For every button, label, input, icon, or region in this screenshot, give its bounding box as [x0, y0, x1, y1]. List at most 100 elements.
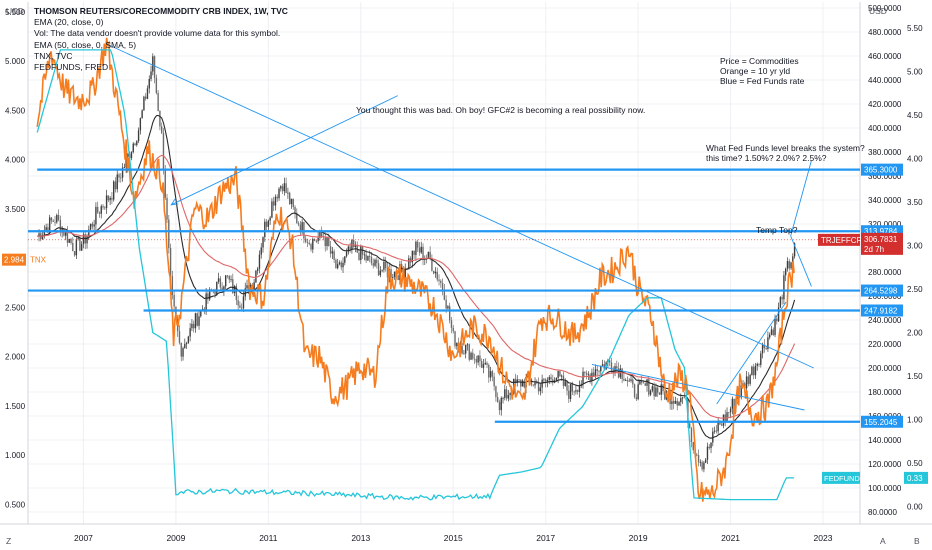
crb-candle-body: [696, 454, 698, 456]
legend-volume[interactable]: Vol: The data vendor doesn't provide vol…: [34, 28, 281, 39]
auto-scale-button[interactable]: A: [880, 536, 886, 546]
crb-candle-body: [655, 387, 657, 397]
crb-candle-body: [342, 262, 344, 268]
crb-candle-body: [41, 235, 44, 239]
fed-question-annotation[interactable]: What Fed Funds level breaks the system?: [706, 143, 865, 153]
legend-note-orange[interactable]: Orange = 10 yr yld: [720, 66, 791, 76]
crb-candle-body: [379, 270, 382, 276]
gfc-annotation[interactable]: You thought this was bad. Oh boy! GFC#2 …: [356, 105, 646, 115]
crb-candle-body: [502, 397, 504, 399]
crb-candle-body: [728, 412, 730, 414]
up-scenario-arrow: [790, 160, 812, 237]
legend-tnx[interactable]: TNX, TVC: [34, 50, 73, 61]
legend-ema20[interactable]: EMA (20, close, 0): [34, 17, 104, 28]
crb-candle-body: [80, 244, 83, 251]
crb-candle-body: [166, 197, 168, 220]
crb-candle-body: [537, 383, 540, 392]
crb-candle-body: [745, 376, 748, 389]
crb-candle-body: [328, 237, 330, 247]
crb-candle-body: [223, 286, 225, 290]
crb-candle-body: [260, 247, 262, 255]
crb-candle-body: [374, 259, 376, 266]
crb-candle-body: [584, 371, 586, 373]
fed-question-annotation-2[interactable]: this time? 1.50%? 2.0%? 2.5%?: [706, 153, 827, 163]
crb-candle-body: [788, 261, 790, 269]
crb-candle-body: [772, 329, 774, 336]
crb-candle-body: [443, 289, 446, 300]
crb-candle-body: [267, 220, 270, 227]
crb-candle-body: [408, 258, 410, 270]
crb-candle-body: [752, 366, 755, 376]
crb-candle-body: [628, 380, 630, 382]
price-axis-tick: 340.0000: [868, 196, 902, 205]
price-axis-tick: 460.0000: [868, 52, 902, 61]
crb-candle-body: [152, 56, 154, 72]
left-axis-tick: 5.000: [5, 57, 26, 66]
crb-candle-body: [114, 181, 117, 190]
crb-candle-body: [155, 77, 158, 94]
fed-axis-tick: 1.00: [907, 416, 923, 425]
short-trendline: [591, 363, 805, 411]
crb-candle-body: [232, 279, 234, 294]
crb-candle-body: [168, 219, 170, 248]
crb-candle-body: [292, 198, 294, 207]
legend-note-blue[interactable]: Blue = Fed Funds rate: [720, 76, 805, 86]
crb-candle-body: [751, 366, 753, 375]
crb-candle-body: [315, 241, 318, 242]
crb-candle-body: [637, 384, 639, 400]
fed-axis-tick: 1.50: [907, 372, 923, 381]
crb-candle-body: [338, 262, 341, 265]
crb-candle-body: [672, 400, 675, 404]
crb-candle-body: [688, 423, 691, 429]
temp-top-annotation[interactable]: Temp Top?: [756, 225, 798, 235]
crb-candle-body: [320, 230, 323, 237]
price-axis-tick: 360.0000: [868, 172, 902, 181]
crb-candle-body: [180, 342, 182, 357]
crb-candle-body: [72, 243, 74, 252]
crb-candle-body: [317, 237, 319, 242]
crb-candle-body: [258, 254, 261, 269]
crb-candle-body: [367, 255, 369, 261]
crb-candle-body: [59, 219, 62, 233]
zoom-z-button[interactable]: Z: [6, 536, 12, 546]
crb-candle-body: [523, 380, 526, 388]
gfc-arrow-head: [170, 198, 179, 206]
crb-candle-body: [623, 378, 625, 381]
tnx-value-label: 2.984: [4, 256, 25, 265]
crb-candle-body: [475, 359, 478, 363]
crb-candle-body: [560, 375, 563, 377]
crb-candle-body: [491, 371, 494, 377]
crb-candle-body: [477, 355, 479, 363]
level-price-tag: [861, 304, 903, 317]
crb-candle-body: [441, 282, 444, 290]
crb-candle-body: [299, 224, 302, 233]
crb-candle-body: [207, 293, 209, 300]
crb-candle-body: [189, 328, 191, 337]
price-axis-tick: 480.0000: [868, 28, 902, 37]
crb-candle-body: [75, 239, 78, 256]
crb-candle-body: [576, 390, 579, 392]
crb-candle-body: [662, 384, 664, 392]
crb-candle-body: [697, 455, 700, 463]
legend-symbol-title[interactable]: THOMSON REUTERS/CORECOMMODITY CRB INDEX,…: [34, 6, 288, 16]
crb-candle-body: [664, 391, 666, 400]
right-axis-currency: USD: [869, 6, 887, 16]
crb-candle-body: [52, 220, 54, 222]
crb-candle-body: [354, 245, 357, 248]
crb-candle-body: [651, 386, 654, 391]
time-axis-tick: 2021: [721, 533, 740, 543]
crb-candle-body: [82, 234, 85, 245]
legend-fedfunds[interactable]: FEDFUNDS, FRED: [34, 62, 109, 73]
crb-candle-body: [692, 441, 694, 451]
crb-candle-body: [171, 276, 174, 296]
crb-candle-body: [496, 397, 499, 402]
legend-note-price[interactable]: Price = Commodities: [720, 56, 799, 66]
crb-candle-body: [539, 387, 542, 392]
crb-candle-body: [228, 275, 230, 280]
crb-candle-body: [729, 408, 732, 413]
legend-ema50[interactable]: EMA (50, close, 0, SMA, 5): [34, 39, 137, 50]
crb-candle-body: [541, 379, 543, 388]
scale-b-button[interactable]: B: [914, 536, 920, 546]
